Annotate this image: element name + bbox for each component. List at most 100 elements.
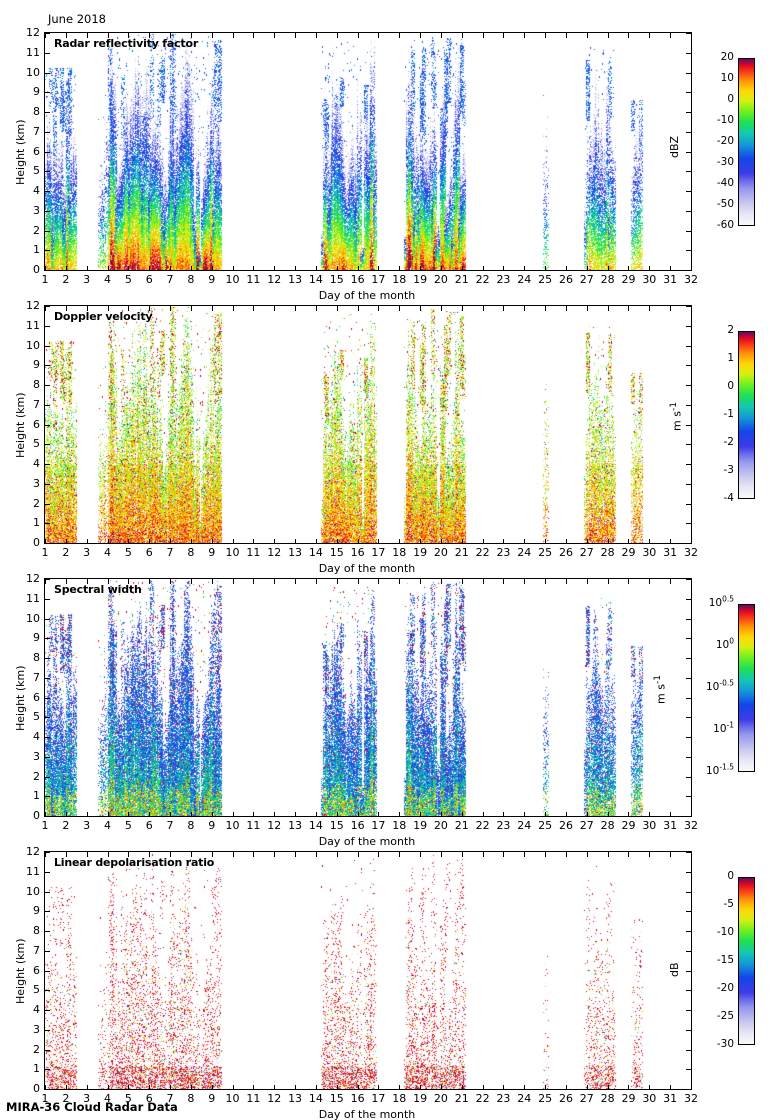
x-tick-mark-top [545, 306, 547, 311]
x-tick-mark [211, 812, 213, 817]
x-tick-mark [107, 812, 109, 817]
y-tick-label: 9 [33, 358, 40, 372]
x-tick-label: 11 [246, 546, 261, 559]
x-tick-mark [482, 812, 484, 817]
x-tick-mark-top [107, 33, 109, 38]
x-tick-mark-top [336, 852, 338, 857]
x-tick-label: 20 [433, 273, 448, 286]
x-tick-mark-top [190, 306, 192, 311]
x-tick-label: 4 [104, 1092, 112, 1105]
colorbar-tick-label: -10 [716, 926, 734, 938]
y-tick-mark-right [686, 230, 691, 232]
y-tick-mark [45, 990, 50, 992]
x-tick-label: 8 [187, 819, 195, 832]
y-tick-mark-right [686, 345, 691, 347]
x-tick-label: 31 [663, 273, 678, 286]
colorbar-linear-depolarisation-ratio [738, 877, 755, 1045]
x-tick-mark [461, 539, 463, 544]
x-tick-mark [399, 1085, 401, 1090]
y-tick-mark [45, 911, 50, 913]
x-tick-mark [420, 812, 422, 817]
y-tick-mark-right [686, 112, 691, 113]
x-axis-title: Day of the month [318, 562, 416, 575]
x-tick-mark-top [607, 579, 609, 584]
y-tick-mark [45, 345, 50, 347]
x-tick-mark-top [586, 33, 588, 38]
y-tick-label: 7 [33, 943, 40, 957]
y-tick-mark-right [686, 1029, 691, 1031]
x-tick-mark-top [211, 33, 213, 38]
x-tick-mark-top [336, 306, 338, 311]
y-tick-mark [45, 1089, 50, 1090]
x-tick-label: 32 [684, 819, 698, 832]
x-tick-label: 12 [267, 1092, 282, 1105]
x-tick-mark [503, 812, 505, 817]
x-tick-mark-top [253, 852, 255, 857]
x-tick-mark [128, 539, 130, 544]
x-tick-mark-top [253, 306, 255, 311]
x-tick-mark [295, 266, 297, 271]
y-tick-mark-right [686, 911, 691, 913]
y-tick-mark-right [686, 1089, 691, 1090]
y-tick-mark [45, 852, 50, 853]
x-tick-mark [274, 266, 276, 271]
x-tick-label: 8 [187, 273, 195, 286]
y-tick-mark [45, 365, 50, 367]
x-tick-mark [170, 266, 172, 271]
colorbar-tick-label: 2 [727, 324, 734, 336]
y-tick-label: 1 [33, 243, 40, 257]
x-tick-mark-top [378, 852, 380, 857]
y-tick-mark-right [686, 424, 691, 426]
x-tick-mark [565, 1085, 567, 1090]
x-tick-mark-top [628, 852, 630, 857]
colorbar-radar-reflectivity-factor [738, 58, 755, 226]
x-tick-label: 18 [392, 273, 407, 286]
x-tick-label: 24 [517, 1092, 532, 1105]
x-tick-mark [65, 1085, 67, 1090]
x-tick-label: 24 [517, 819, 532, 832]
x-axis-title: Day of the month [318, 1108, 416, 1120]
x-tick-mark [607, 812, 609, 817]
x-tick-mark-top [628, 579, 630, 584]
y-tick-label: 4 [33, 457, 40, 470]
y-tick-mark-right [686, 677, 691, 679]
x-tick-mark-top [503, 306, 505, 311]
panel-title-spectral-width: Spectral width [54, 583, 142, 596]
x-tick-mark-top [524, 306, 526, 311]
colorbar-tick-label: -20 [716, 982, 734, 994]
x-tick-mark [607, 266, 609, 271]
x-tick-mark [586, 812, 588, 817]
y-tick-mark [45, 796, 50, 798]
x-tick-mark-top [461, 33, 463, 38]
y-tick-label: 0 [33, 809, 40, 822]
x-tick-mark [420, 539, 422, 544]
heatmap-canvas-linear-depolarisation-ratio [45, 852, 691, 1089]
y-tick-mark [45, 131, 50, 133]
y-tick-label: 0 [33, 536, 40, 549]
x-tick-mark-top [170, 306, 172, 311]
x-tick-label: 2 [62, 819, 70, 832]
x-tick-label: 14 [308, 1092, 323, 1105]
x-tick-mark [628, 812, 630, 817]
x-tick-mark [253, 812, 255, 817]
x-tick-mark [295, 1085, 297, 1090]
y-tick-mark [45, 151, 50, 153]
y-tick-label: 3 [33, 749, 40, 763]
x-tick-mark-top [45, 306, 46, 311]
x-tick-mark-top [232, 579, 234, 584]
y-tick-label: 8 [33, 924, 40, 937]
x-tick-label: 9 [208, 546, 216, 559]
x-tick-mark-top [253, 33, 255, 38]
x-tick-label: 12 [267, 273, 282, 286]
x-tick-label: 10 [225, 819, 240, 832]
x-tick-label: 31 [663, 546, 678, 559]
x-tick-mark [420, 266, 422, 271]
x-tick-mark [253, 1085, 255, 1090]
x-tick-mark [524, 266, 526, 271]
x-tick-mark [691, 266, 692, 271]
x-tick-mark-top [315, 579, 317, 584]
y-tick-label: 9 [33, 904, 40, 918]
x-tick-mark-top [128, 852, 130, 857]
x-tick-label: 27 [579, 273, 594, 286]
y-tick-mark-right [686, 52, 691, 54]
